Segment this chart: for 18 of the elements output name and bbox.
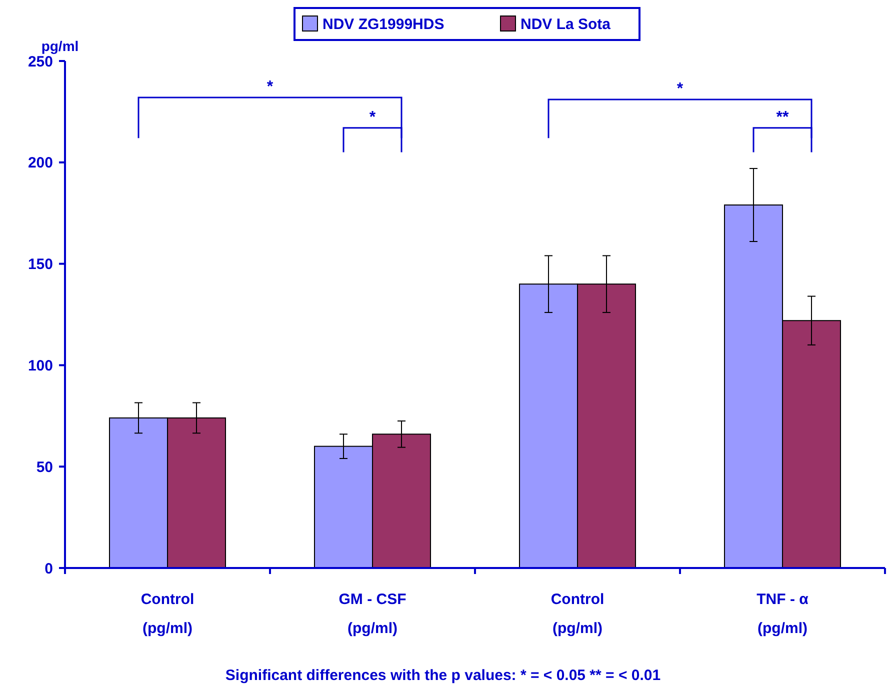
y-tick-label: 250 (28, 53, 53, 70)
y-tick-label: 0 (44, 560, 53, 578)
annotation: * (266, 78, 274, 96)
y-tick-label: 150 (28, 256, 53, 274)
y-tick-label: 100 (28, 357, 53, 374)
x-tick-label: Control (pg/ml) (550, 591, 604, 637)
x-tick-label: Control (pg/ml) (140, 591, 194, 637)
annotation: * (369, 108, 376, 126)
annotation: * (676, 80, 684, 98)
y-axis-title: pg/ml (41, 38, 79, 54)
y-tick-label: 50 (36, 458, 53, 476)
legend-label: NDV ZG1999HDS (322, 16, 444, 33)
y-tick-label: 200 (28, 154, 53, 172)
legend-label: NDV La Sota (520, 16, 612, 33)
x-tick-label: GM - CSF (pg/ml) (338, 591, 406, 637)
x-tick-label: TNF - α (pg/ml) (756, 591, 810, 637)
annotation: ** (776, 108, 790, 126)
text: Significant differences with the p values: * = < 0.05 ** = < 0.01 (225, 667, 661, 684)
